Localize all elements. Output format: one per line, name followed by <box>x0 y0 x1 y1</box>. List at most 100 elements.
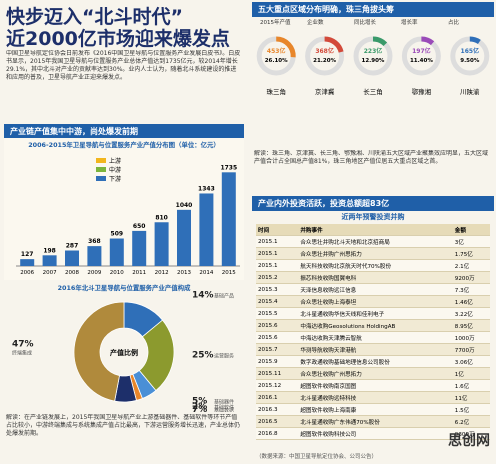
table-cell: 2015.2 <box>256 271 299 284</box>
table-row: 2015.9 数字政通收购基础地理信息公司股份 3.06亿 <box>256 355 490 368</box>
legend-label: 占比 <box>448 18 460 26</box>
ring-arc <box>469 36 481 45</box>
table-row: 2015.4 合众思壮收购上海泰坦 1.46亿 <box>256 295 490 308</box>
section-header: 产业链产值集中中游，尚处爆发前期 <box>4 124 244 139</box>
bar <box>65 250 79 266</box>
column-header: 并购事件 <box>298 224 453 236</box>
intro: 中国卫星导航定位协会日前发布《2016中国卫星导航与位置服务产业发展白皮书》。白… <box>6 50 241 81</box>
table-cell: 2015.7 <box>256 343 299 356</box>
value-label: 7% <box>192 405 207 412</box>
value-label: 5% <box>192 397 207 407</box>
table-cell: 11亿 <box>452 391 490 404</box>
legend-swatch <box>96 176 106 181</box>
table-cell: 2016.3 <box>256 403 299 416</box>
table-cell: 1.6亿 <box>452 379 490 392</box>
table-cell: 2015.1 <box>256 247 299 260</box>
table-cell: 9300万 <box>452 427 490 440</box>
table-cell: 2016.8 <box>256 427 299 440</box>
chart-title: 2006-2015年卫星导航与位置服务产业产值分布图（单位：亿元） <box>28 140 220 149</box>
table-cell: 7.3亿 <box>452 283 490 296</box>
value-label: 368 <box>88 238 101 245</box>
x-tick-label: 2014 <box>199 270 213 276</box>
category-label: 京津冀 <box>315 87 335 96</box>
ring-arc <box>372 36 388 47</box>
ring-chart: 2015年产值 企业数 同比增长 增长率 占比 453亿 26.10% 珠三角 368亿 21.2… <box>256 18 490 96</box>
table-cell: 1.5亿 <box>452 403 490 416</box>
table-cell: 3亿 <box>452 235 490 248</box>
value-label: 47% <box>12 339 34 349</box>
table-cell: 2015.11 <box>256 367 299 380</box>
ring-arc <box>275 36 296 58</box>
x-tick-label: 2007 <box>43 270 57 276</box>
table-cell: 2016.1 <box>256 391 299 404</box>
table-cell: 数字政通收购基础地理信息公司股份 <box>298 355 453 368</box>
category-label: 长三角 <box>363 87 383 96</box>
value-label: 810 <box>155 214 168 221</box>
value-label: 2% <box>192 402 207 412</box>
table-wrap: 时间 并购事件 金额 2015.1 合众思壮并购北斗天地和北京招商局 3亿 2015.1 合众… <box>256 224 490 440</box>
value-label: 287 <box>66 243 79 250</box>
bar <box>87 246 102 266</box>
bar <box>199 193 214 266</box>
table-cell: 北斗星通收购广东伟通70%股份 <box>298 415 453 428</box>
table-row: 2015.3 天泽信息收购远江信息 7.3亿 <box>256 283 490 296</box>
table-cell: 合众思壮并购广州思拓力 <box>298 247 453 260</box>
x-tick-label: 2015 <box>222 270 236 276</box>
x-tick-label: 2011 <box>132 270 146 276</box>
bar <box>42 255 57 266</box>
bar <box>154 222 169 266</box>
table-row: 2016.3 超图软件收购上海南康 1.5亿 <box>256 403 490 416</box>
category-label: 鄂豫湘 <box>412 87 432 96</box>
value-label: 26.10% <box>265 58 288 64</box>
table-cell: 2015.1 <box>256 259 299 272</box>
table-row: 2015.5 北斗星通收购华信天线和佳利电子 3.22亿 <box>256 307 490 320</box>
value-label: 14% <box>192 291 214 301</box>
table-cell: 2015.6 <box>256 319 299 332</box>
table: 时间 并购事件 金额 2015.1 合众思壮并购北斗天地和北京招商局 3亿 2015.1 合众… <box>256 224 490 440</box>
table-row: 2015.6 中海达收购天津腾云智航 1000万 <box>256 331 490 344</box>
column-header: 金额 <box>452 224 490 236</box>
legend-label: 中游 <box>109 166 121 174</box>
value-label: 1343 <box>198 185 215 192</box>
table-cell: 9200万 <box>452 271 490 284</box>
table-cell: 3.22亿 <box>452 307 490 320</box>
output-label: 197亿 <box>412 47 431 55</box>
center-label: 产值比例 <box>110 348 138 357</box>
header-row: 时间 并购事件 金额 <box>256 224 490 236</box>
table-row: 2016.8 超图软件收购科技公司 9300万 <box>256 427 490 440</box>
table-cell: 1亿 <box>452 367 490 380</box>
value-label: 9.50% <box>460 58 480 64</box>
category-label: 基础软件 <box>214 404 234 411</box>
category-label: 川陕渝 <box>460 87 480 96</box>
legend-label: 企业数 <box>307 18 324 26</box>
legend-label: 2015年产值 <box>260 18 291 26</box>
table-row: 2015.11 合众思壮收购广州思拓力 1亿 <box>256 367 490 380</box>
legend-label: 下游 <box>109 175 121 183</box>
table-cell: 2015.9 <box>256 355 299 368</box>
x-tick-label: 2010 <box>110 270 124 276</box>
x-tick-label: 2009 <box>87 270 101 276</box>
table-title: 近两年预警投资并购 <box>341 213 405 221</box>
footer: （数据来源：中国卫星导航定位协会、公司公告） <box>256 454 378 460</box>
legend-label: 同比增长 <box>354 18 377 26</box>
ring-track <box>401 36 441 76</box>
category-label: 终端集成 <box>12 349 32 356</box>
table-cell: 中海达收购天津腾云智航 <box>298 331 453 344</box>
table-cell: 1000万 <box>452 331 490 344</box>
table-cell: 3.06亿 <box>452 355 490 368</box>
table-cell: 2015.5 <box>256 307 299 320</box>
pie-slice <box>73 301 125 402</box>
value-label: 1735 <box>220 164 237 171</box>
table-cell: 北斗星通收购华信天线和佳利电子 <box>298 307 453 320</box>
section-header: 五大重点区域分布明确，珠三角拔头筹 <box>252 2 494 17</box>
ring-track <box>450 36 490 76</box>
category-label: 基础产品 <box>214 293 234 300</box>
legend-swatch <box>96 167 106 172</box>
output-label: 165亿 <box>461 47 480 55</box>
title-line2: 近2000亿市场迎来爆发点 <box>6 28 230 50</box>
ring-arc <box>421 36 435 46</box>
section-header: 产业内外投资活跃，投资总额超83亿 <box>252 196 494 211</box>
note: 解读：珠三角、京津冀、长三角、鄂豫湘、川陕渝五大区域产业聚集效应明显，五大区域产… <box>254 150 489 165</box>
x-tick-label: 2012 <box>155 270 169 276</box>
